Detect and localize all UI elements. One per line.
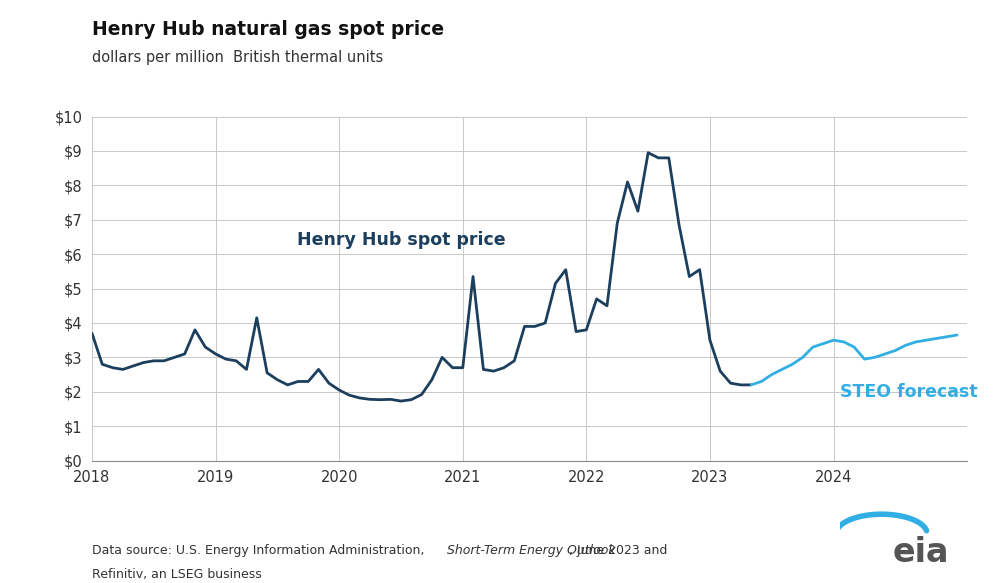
Text: Short-Term Energy Outlook: Short-Term Energy Outlook (447, 544, 616, 557)
Text: STEO forecast: STEO forecast (840, 383, 977, 401)
Text: , June 2023 and: , June 2023 and (569, 544, 667, 557)
Text: Henry Hub natural gas spot price: Henry Hub natural gas spot price (92, 20, 444, 40)
Text: Refinitiv, an LSEG business: Refinitiv, an LSEG business (92, 568, 262, 581)
Text: Data source: U.S. Energy Information Administration,: Data source: U.S. Energy Information Adm… (92, 544, 428, 557)
Text: Henry Hub spot price: Henry Hub spot price (297, 231, 505, 250)
Text: dollars per million  British thermal units: dollars per million British thermal unit… (92, 50, 383, 65)
Text: eia: eia (892, 536, 949, 569)
